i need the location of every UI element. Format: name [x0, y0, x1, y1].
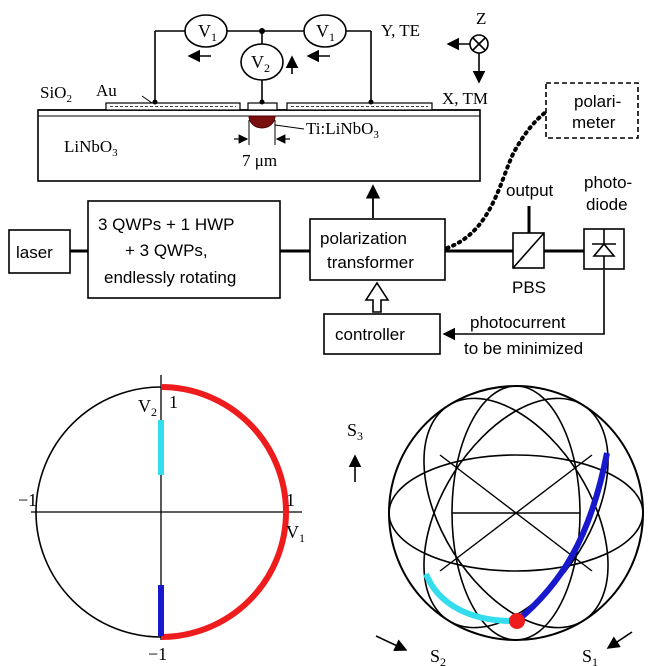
- electrode-contacts: [152, 99, 374, 105]
- polarimeter-tap-line: [445, 110, 548, 250]
- junction-dot: [259, 28, 265, 34]
- s3-label: S3: [347, 420, 363, 443]
- photodiode-icon: [592, 229, 616, 269]
- svg-text:V1: V1: [198, 21, 217, 44]
- svg-text:Z: Z: [476, 9, 486, 28]
- waveguide-width-label: 7 μm: [242, 151, 277, 170]
- tick-left: −1: [18, 490, 37, 510]
- voltage-plane-plot: V2 1 1 −1 −1 V1: [18, 375, 305, 664]
- s2-arrow: [375, 635, 408, 652]
- v1-axis-label: V1: [286, 522, 305, 545]
- laser-label: laser: [16, 243, 53, 262]
- output-label: output: [506, 181, 554, 200]
- cyan-trajectory-sphere: [423, 572, 518, 625]
- polarization-transformer-box: [309, 218, 446, 281]
- waveplates-line-3: endlessly rotating: [104, 268, 236, 287]
- polarimeter-label-1: polari-: [574, 92, 621, 111]
- blue-trajectory-sphere: [515, 452, 610, 624]
- waveplates-box: [87, 200, 281, 299]
- poincare-sphere: S3 S2 S1: [347, 385, 644, 666]
- v2-axis-label: V2: [138, 396, 157, 419]
- polarimeter-box: [545, 82, 639, 139]
- svg-text:V1: V1: [316, 21, 335, 44]
- pbs-label: PBS: [512, 278, 546, 297]
- controller-box: [323, 313, 441, 355]
- controller-label: controller: [335, 325, 405, 344]
- voltmeter-v1-right: V1: [303, 14, 347, 48]
- photodiode-label-1: photo-: [584, 173, 632, 192]
- tick-right: 1: [286, 490, 295, 510]
- waveplates-line-2: + 3 QWPs,: [125, 241, 208, 260]
- transformer-label-2: transformer: [327, 253, 414, 272]
- red-trajectory: [160, 384, 289, 640]
- linbo3-label: LiNbO3: [64, 137, 118, 159]
- control-signal-arrow: [364, 281, 390, 313]
- s2-label: S2: [430, 646, 446, 666]
- svg-text:X, TM: X, TM: [442, 89, 488, 108]
- au-label: Au: [96, 81, 117, 100]
- waveplates-line-1: 3 QWPs + 1 HWP: [98, 215, 235, 234]
- s1-arrow: [606, 631, 633, 649]
- transformer-label-1: polarization: [320, 229, 407, 248]
- red-point-sphere: [509, 613, 525, 629]
- photocurrent-label-2: to be minimized: [464, 339, 583, 358]
- photodiode-label-2: diode: [586, 195, 628, 214]
- ti-linbo3-label: Ti:LiNbO3: [306, 119, 379, 141]
- voltmeter-v1-left: V1: [184, 14, 228, 48]
- sio2-label: SiO2: [40, 83, 72, 105]
- ti-waveguide: [248, 115, 276, 129]
- polarimeter-label-2: meter: [572, 113, 616, 132]
- sphere-axes: [439, 454, 593, 572]
- voltmeter-v2: V2: [240, 43, 284, 81]
- photocurrent-label-1: photocurrent: [470, 313, 566, 332]
- svg-text:Y, TE: Y, TE: [381, 21, 420, 40]
- laser-box: [8, 229, 71, 274]
- tick-top: 1: [169, 392, 178, 412]
- svg-text:V2: V2: [251, 52, 270, 75]
- s1-label: S1: [582, 646, 598, 666]
- tick-bottom: −1: [148, 644, 167, 664]
- axes-legend: Y, TE Z X, TM: [381, 9, 489, 108]
- great-circles: [388, 385, 644, 641]
- feedback-line: [442, 270, 605, 341]
- voltage-circuit: [154, 30, 372, 101]
